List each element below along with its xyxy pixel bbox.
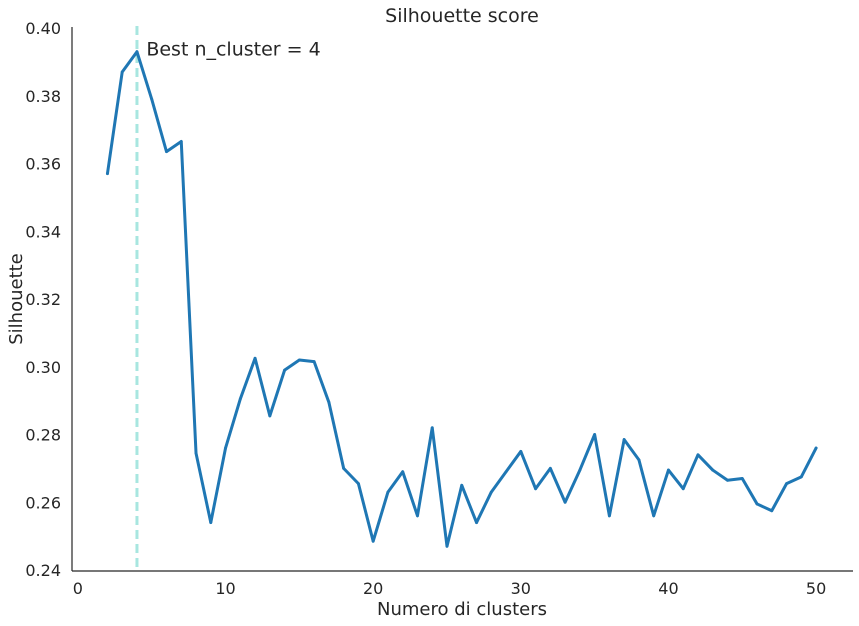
data-point [563, 500, 567, 504]
y-tick-label: 0.30 [25, 358, 61, 377]
data-point [401, 470, 405, 474]
y-tick-label: 0.26 [25, 493, 61, 512]
x-tick-label: 0 [73, 579, 83, 598]
data-point [637, 458, 641, 462]
data-point [327, 400, 331, 404]
data-point [608, 514, 611, 518]
data-point [194, 451, 198, 455]
y-tick-label: 0.38 [25, 87, 61, 106]
data-point [150, 97, 154, 101]
chart-title: Silhouette score [385, 5, 539, 27]
data-point [135, 50, 139, 54]
axes [71, 27, 853, 572]
data-point [268, 414, 272, 418]
data-point [283, 368, 286, 372]
data-point [209, 521, 213, 524]
data-point [430, 426, 434, 430]
best-cluster-annotation: Best n_cluster = 4 [146, 39, 320, 61]
series-line [105, 50, 818, 548]
data-point [238, 397, 242, 401]
y-tick-label: 0.24 [25, 561, 61, 580]
y-tick-label: 0.34 [25, 222, 61, 241]
x-tick-label: 20 [363, 579, 383, 598]
data-point [386, 490, 390, 494]
data-point [475, 521, 478, 524]
data-point [179, 140, 183, 143]
data-point [165, 150, 168, 154]
x-tick-label: 50 [806, 579, 826, 598]
data-point [726, 478, 729, 482]
y-tick-label: 0.28 [25, 426, 61, 445]
plot-area [105, 26, 818, 571]
data-point [548, 466, 552, 470]
data-point [814, 446, 818, 450]
data-point [696, 453, 700, 457]
x-tick-label: 40 [658, 579, 678, 598]
data-point [785, 482, 788, 486]
data-point [224, 446, 227, 450]
y-axis-label: Silhouette [6, 253, 27, 345]
y-tick-label: 0.36 [25, 155, 61, 174]
data-point [253, 356, 257, 360]
data-point [106, 172, 109, 176]
data-point [120, 70, 124, 74]
data-point [667, 468, 670, 472]
data-point [445, 544, 449, 548]
data-point [489, 490, 493, 494]
data-point [593, 433, 597, 436]
data-point [799, 475, 803, 479]
data-point [297, 358, 301, 362]
data-point [755, 502, 759, 506]
data-point [504, 470, 508, 474]
data-point [740, 477, 744, 480]
data-point [460, 483, 464, 487]
data-point [534, 487, 537, 491]
data-point [770, 509, 774, 513]
x-axis-label: Numero di clusters [377, 599, 547, 620]
tick-labels: 0 10 20 30 40 50 0.24 0.26 0.28 0.30 0.32 0.34 0.36 0… [25, 19, 826, 598]
data-point [681, 487, 685, 491]
data-point [622, 438, 626, 441]
x-tick-label: 30 [511, 579, 531, 598]
data-point [416, 514, 419, 518]
data-point [342, 466, 346, 470]
data-point [357, 482, 360, 486]
data-point [652, 514, 656, 518]
data-point [519, 450, 523, 453]
y-tick-label: 0.32 [25, 290, 61, 309]
data-point [371, 539, 375, 543]
x-tick-label: 10 [215, 579, 235, 598]
data-point [312, 360, 316, 364]
data-point [578, 468, 582, 472]
data-point [711, 468, 715, 472]
y-tick-label: 0.40 [25, 19, 61, 38]
